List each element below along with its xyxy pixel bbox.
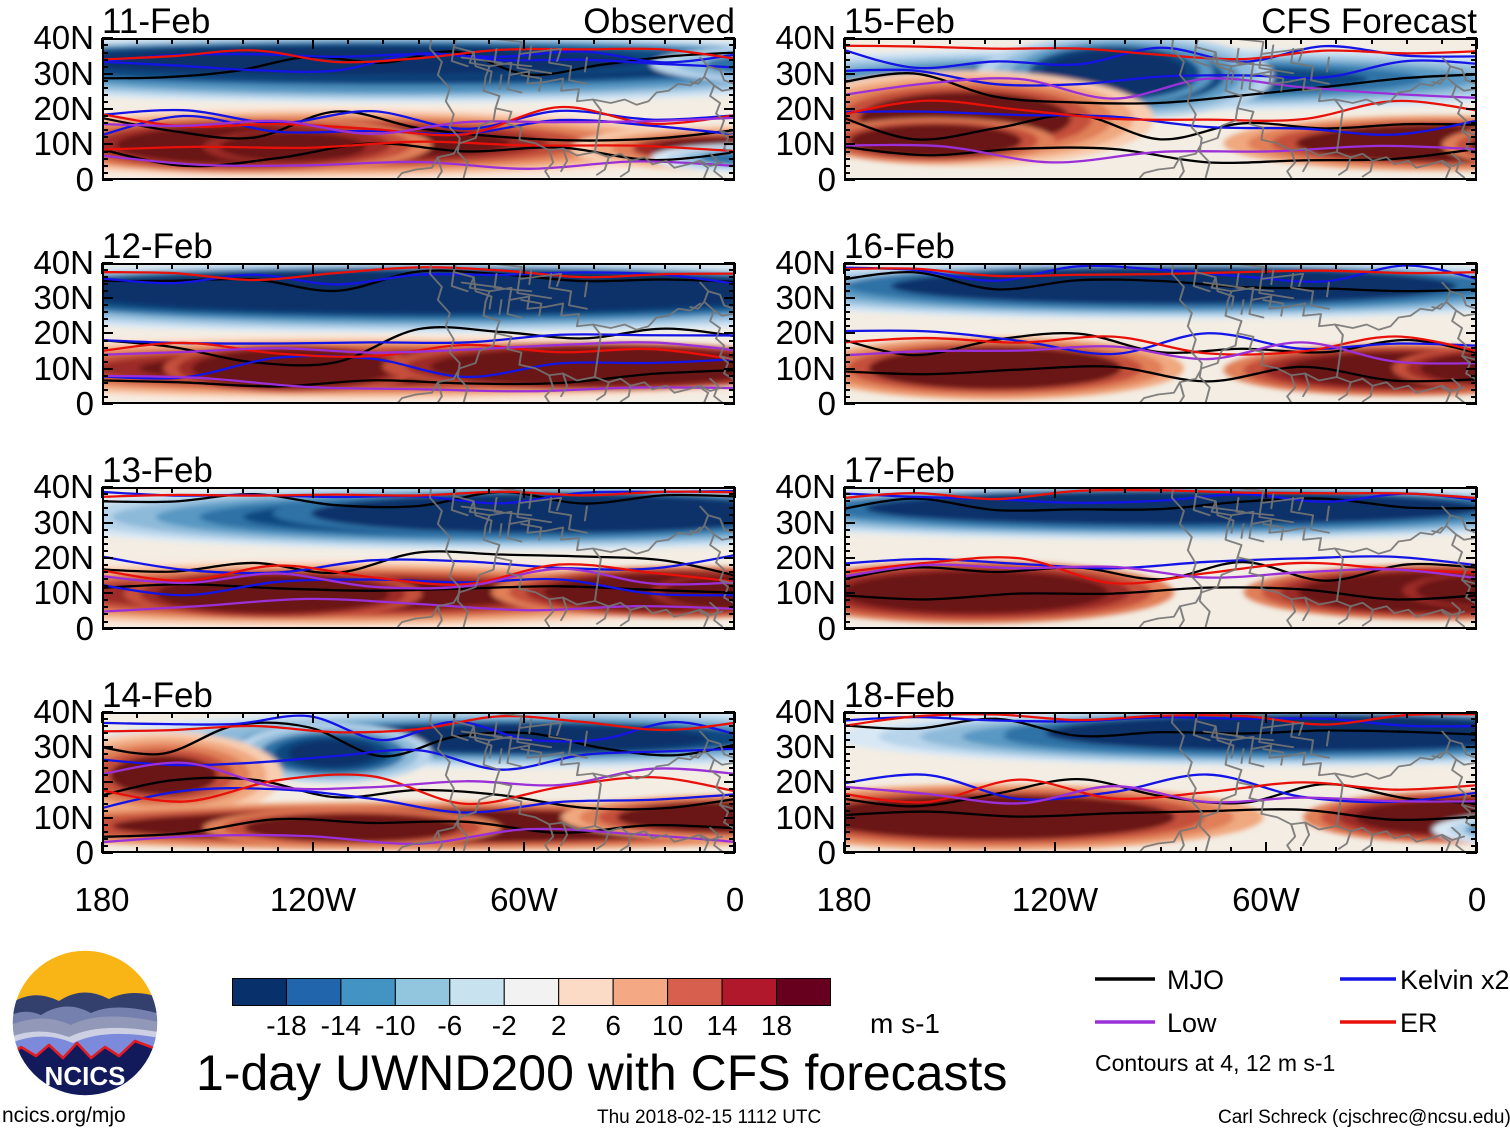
svg-text:NCICS: NCICS xyxy=(45,1061,126,1091)
